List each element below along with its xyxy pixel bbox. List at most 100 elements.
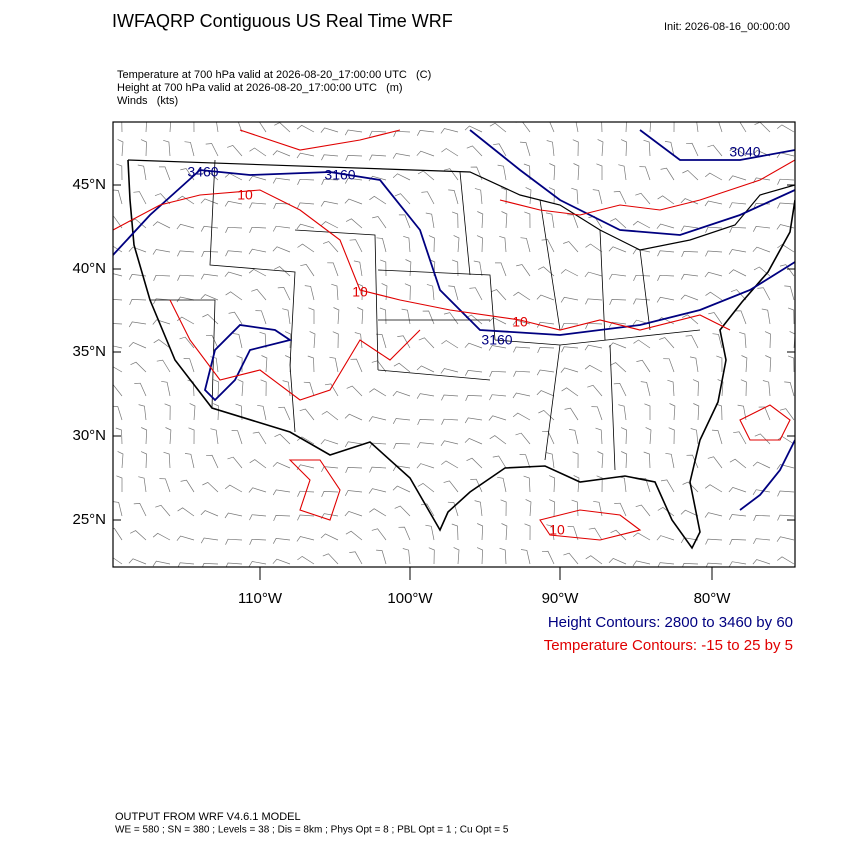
wind-barb: [296, 124, 315, 133]
wind-barb: [520, 237, 531, 253]
wind-barb: [224, 484, 243, 493]
wind-barb: [777, 490, 795, 497]
wind-barb: [299, 408, 315, 421]
wind-barb: [205, 143, 219, 157]
wind-barb: [159, 478, 171, 493]
wind-barb: [464, 125, 483, 133]
wind-barb: [202, 563, 219, 567]
wind-barb: [307, 355, 315, 373]
wind-barb: [632, 248, 651, 255]
wind-barb: [117, 139, 124, 157]
wind-barb: [592, 189, 603, 205]
wind-barb: [113, 273, 123, 277]
wind-barb: [176, 296, 195, 303]
wind-barb: [729, 539, 747, 546]
wind-barb: [257, 404, 267, 421]
field-label: Temperature at 700 hPa valid at 2026-08-…: [117, 69, 431, 81]
wind-barb: [657, 274, 675, 281]
wind-barb: [549, 499, 556, 517]
wind-barb: [272, 177, 291, 184]
wind-barb: [421, 191, 435, 205]
wind-barb: [549, 122, 555, 133]
wind-barb: [664, 141, 675, 157]
wind-barb: [376, 333, 387, 349]
wind-barb: [216, 122, 219, 133]
wind-barb: [113, 366, 123, 373]
wind-barb: [133, 191, 147, 205]
wind-barb: [464, 417, 483, 424]
wind-barb: [784, 381, 795, 397]
wind-barb: [309, 331, 316, 349]
wind-barb: [787, 355, 795, 373]
wind-barb: [369, 508, 387, 517]
wind-barb: [707, 144, 723, 157]
wind-barb: [177, 274, 195, 281]
wind-barb: [549, 475, 556, 493]
wind-barb: [448, 285, 459, 301]
wind-barb: [440, 128, 459, 134]
wind-barb: [368, 175, 387, 182]
wind-barb: [248, 175, 267, 182]
wind-barb: [177, 195, 195, 205]
temperature-contour-label: 10: [549, 522, 565, 538]
wind-barb: [660, 479, 675, 493]
wind-barb: [758, 406, 771, 421]
wind-barb: [296, 436, 315, 445]
wind-barb: [416, 393, 435, 399]
wind-barb: [237, 122, 243, 133]
legend-height: Height Contours: 2800 to 3460 by 60: [548, 614, 793, 631]
wind-barb: [473, 260, 483, 277]
wind-barb: [632, 560, 651, 567]
wind-barb: [635, 504, 651, 517]
wind-barb: [584, 271, 603, 278]
wind-barb: [138, 404, 147, 421]
wind-barb: [404, 283, 411, 301]
wind-barb: [128, 274, 147, 280]
wind-barb: [476, 547, 483, 565]
wind-barb: [705, 250, 723, 257]
wind-barb: [153, 274, 171, 281]
wind-barb: [331, 283, 339, 301]
wind-barb: [320, 200, 339, 207]
wind-barb: [704, 271, 723, 278]
wind-barb: [499, 547, 507, 565]
wind-barb: [513, 346, 531, 353]
wind-barb: [152, 319, 171, 325]
wind-barb: [501, 523, 508, 541]
wind-barb: [163, 139, 171, 157]
wind-barb: [145, 122, 147, 133]
wind-barb: [369, 466, 387, 473]
wind-barb: [417, 170, 435, 181]
map-area: 3460 3160 3160 3040 10 10 10 10: [113, 122, 795, 567]
wind-barb: [227, 456, 243, 469]
wind-barb: [260, 379, 267, 397]
wind-barb: [673, 122, 675, 133]
wind-barb: [716, 355, 723, 373]
wind-barb: [113, 557, 123, 565]
wind-barb: [705, 291, 723, 301]
title: IWFAQRP Contiguous US Real Time WRF: [112, 11, 453, 31]
wind-barb: [187, 379, 195, 397]
wind-barb: [130, 530, 147, 541]
wind-barb: [180, 168, 195, 181]
wind-barb: [561, 346, 579, 353]
wind-barb: [282, 380, 291, 397]
wind-barb: [227, 144, 243, 157]
wind-barb: [735, 310, 747, 325]
wind-barb: [669, 403, 676, 421]
wind-barb: [561, 387, 579, 397]
wind-barb: [451, 523, 459, 541]
wind-barb: [369, 195, 387, 205]
wind-barb: [765, 355, 772, 373]
wind-barb: [251, 288, 267, 301]
wind-barb: [225, 226, 243, 233]
wind-barb: [560, 367, 579, 373]
wind-barb: [643, 139, 651, 157]
wind-barb: [680, 198, 699, 205]
wind-barb: [515, 432, 531, 445]
wind-barb: [320, 533, 339, 541]
wind-barb: [128, 321, 147, 328]
wind-barb: [464, 370, 483, 376]
wind-barb: [345, 155, 363, 162]
wind-barb: [272, 246, 291, 253]
